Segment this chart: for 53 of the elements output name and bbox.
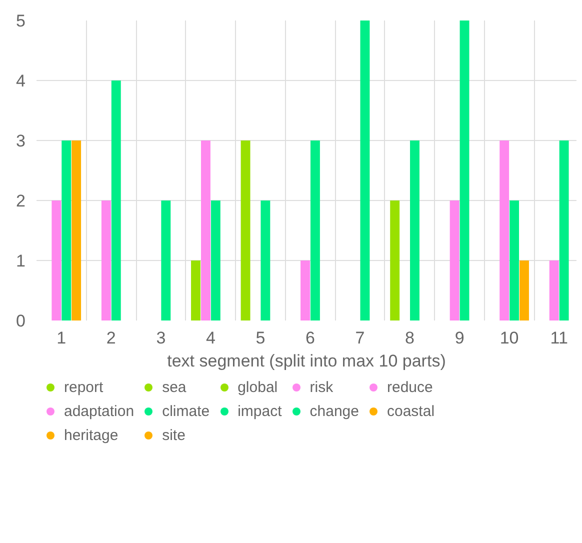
- bar: [191, 260, 200, 320]
- x-tick-label: 7: [355, 328, 365, 348]
- x-tick-label: 6: [306, 328, 315, 348]
- bar: [410, 140, 420, 320]
- x-tick-label: 11: [550, 328, 568, 348]
- bar: [210, 200, 220, 320]
- x-tick-label: 5: [256, 328, 266, 348]
- bar: [161, 200, 171, 320]
- x-tick-label: 1: [56, 328, 66, 348]
- bar: [101, 200, 111, 320]
- legend-label: impact: [238, 402, 282, 420]
- bar: [460, 20, 470, 320]
- legend-label: adaptation: [64, 402, 134, 420]
- bar: [52, 200, 62, 320]
- legend-label: coastal: [387, 402, 435, 420]
- legend-label: climate: [162, 402, 210, 420]
- bar: [510, 200, 520, 320]
- x-tick-label: 9: [454, 328, 464, 348]
- x-tick-label: 3: [156, 328, 166, 348]
- legend-label: risk: [310, 378, 334, 396]
- bar: [360, 20, 370, 320]
- y-tick-label: 2: [16, 192, 26, 210]
- x-axis-title: text segment (split into max 10 parts): [167, 352, 446, 370]
- bar: [310, 140, 320, 320]
- y-tick-label: 5: [16, 12, 26, 30]
- bar: [549, 260, 559, 320]
- legend-label: report: [64, 378, 104, 396]
- y-tick-label: 4: [16, 72, 26, 90]
- legend-label: reduce: [387, 378, 433, 396]
- y-tick-label: 3: [16, 132, 26, 150]
- x-tick-label: 2: [106, 328, 116, 348]
- legend-label: change: [310, 402, 359, 420]
- bar: [111, 80, 121, 320]
- bar: [559, 140, 569, 320]
- bar: [390, 200, 400, 320]
- x-tick-label: 10: [500, 328, 519, 348]
- bar: [260, 200, 270, 320]
- x-tick-label: 8: [405, 328, 415, 348]
- x-tick-label: 4: [206, 328, 216, 348]
- bar: [62, 140, 72, 320]
- bar: [72, 140, 82, 320]
- legend-label: heritage: [64, 426, 118, 444]
- bar: [520, 260, 529, 320]
- y-tick-label: 0: [16, 312, 26, 330]
- bar: [500, 140, 510, 320]
- bar: [240, 140, 250, 320]
- legend-label: sea: [162, 378, 186, 396]
- legend-label: global: [238, 378, 278, 396]
- legend-label: site: [162, 426, 186, 444]
- y-tick-label: 1: [16, 252, 26, 270]
- bar: [450, 200, 460, 320]
- bar: [300, 260, 310, 320]
- bar: [200, 140, 210, 320]
